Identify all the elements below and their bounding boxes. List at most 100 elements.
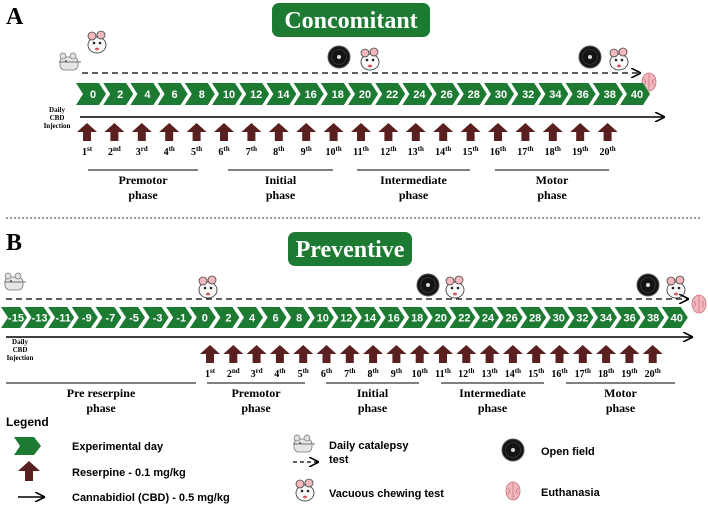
injection-label: 10th — [412, 367, 428, 380]
phase-label: Intermediate — [380, 173, 447, 187]
day-chevron — [473, 307, 499, 328]
reserpine-arrow-icon — [570, 123, 591, 141]
day-chevron — [307, 307, 334, 328]
injection-label: 14th — [505, 367, 521, 380]
injection-suffix: th — [445, 145, 451, 153]
reserpine-arrow-icon — [241, 123, 262, 141]
vacuous-chewing-icon — [666, 275, 686, 299]
day-chevron — [592, 83, 623, 105]
reserpine-arrow-icon — [549, 345, 570, 363]
injection-number: 12 — [380, 147, 390, 158]
day-chevron — [638, 307, 665, 328]
day-label: 4 — [249, 313, 256, 325]
day-label: 14 — [364, 313, 377, 325]
reserpine-arrow-icon — [200, 345, 220, 363]
panel-b-phases: Pre reserpinephasePremotorphaseInitialph… — [6, 382, 675, 415]
day-label: -7 — [106, 313, 116, 325]
injection-number: 15 — [528, 369, 538, 380]
injection-number: 13 — [481, 369, 491, 380]
injection-label: 3rd — [251, 367, 263, 380]
day-label: -5 — [129, 313, 139, 325]
phase-label: phase — [358, 401, 388, 415]
injection-label: 5th — [298, 367, 309, 380]
injection-number: 8 — [367, 369, 372, 380]
reserpine-arrow-icon — [456, 345, 477, 363]
reserpine-arrow-icon — [223, 345, 244, 363]
injection-label: 13th — [481, 367, 497, 380]
day-chevron — [565, 83, 596, 105]
day-chevron — [320, 83, 351, 105]
day-label: 16 — [304, 89, 316, 101]
injection-label: 15th — [528, 367, 544, 380]
legend-cbd: Cannabidiol (CBD) - 0.5 mg/kg — [72, 492, 230, 504]
day-label: 0 — [90, 89, 96, 101]
open-field-icon — [578, 45, 602, 69]
day-chevron — [95, 307, 122, 328]
injection-number: 5 — [298, 369, 303, 380]
injection-suffix: nd — [232, 367, 240, 375]
panel-a-reserpine-injections: 1st 2nd 3rd 4th 5th 6th 7th 8th 9th 10th 11th 12th 1… — [77, 123, 618, 158]
reserpine-arrow-icon — [526, 345, 547, 363]
day-chevron — [260, 307, 287, 328]
injection-suffix: th — [390, 145, 396, 153]
open-field-icon — [636, 273, 660, 297]
injection-number: 2 — [227, 369, 232, 380]
day-chevron — [213, 307, 240, 328]
day-chevron — [284, 307, 311, 328]
injection-number: 19 — [572, 147, 582, 158]
injection-label: 12th — [458, 367, 474, 380]
panel-a-cbd-label-2: CBD — [50, 114, 65, 122]
day-chevron — [157, 83, 188, 105]
injection-label: 7th — [344, 367, 355, 380]
reserpine-arrow-icon — [488, 123, 508, 141]
injection-number: 3 — [251, 369, 256, 380]
day-label: 38 — [647, 313, 659, 325]
day-label: 0 — [202, 313, 208, 325]
reserpine-arrow-icon — [293, 345, 314, 363]
brain-icon — [691, 294, 707, 314]
injection-label: 17th — [575, 367, 591, 380]
injection-suffix: th — [527, 145, 533, 153]
injection-number: 10 — [325, 147, 335, 158]
day-chevron — [661, 307, 688, 328]
day-chevron — [538, 83, 569, 105]
day-chevron — [293, 83, 324, 105]
legend-heading: Legend — [6, 415, 49, 429]
day-chevron — [189, 307, 216, 328]
day-chevron — [48, 307, 75, 328]
reserpine-arrow-icon — [214, 123, 234, 141]
injection-number: 14 — [435, 147, 445, 158]
injection-number: 9 — [301, 147, 306, 158]
open-field-icon — [327, 45, 351, 69]
injection-label: 6th — [218, 145, 229, 158]
injection-suffix: th — [196, 145, 202, 153]
reserpine-arrow-icon — [572, 345, 593, 363]
reserpine-arrow-icon — [77, 123, 97, 141]
panel-b-title: Preventive — [296, 237, 405, 263]
injection-label: 11th — [435, 367, 451, 380]
day-label: 34 — [549, 89, 562, 101]
injection-suffix: th — [422, 367, 428, 375]
day-chevron — [212, 83, 242, 105]
injection-label: 1st — [82, 145, 93, 158]
phase-label: Motor — [536, 173, 569, 187]
injection-suffix: rd — [256, 367, 263, 375]
day-chevron — [331, 307, 358, 328]
injection-label: 5th — [191, 145, 202, 158]
catalepsy-mouse-icon — [292, 434, 316, 453]
day-label: 10 — [317, 313, 329, 325]
injection-label: 15th — [462, 145, 478, 158]
legend-reserpine: Reserpine - 0.1 mg/kg — [72, 467, 186, 479]
day-label: 28 — [468, 89, 480, 101]
day-label: 36 — [623, 313, 635, 325]
vacuous-chewing-icon — [445, 275, 465, 299]
day-chevron — [496, 307, 523, 328]
vacuous-chewing-icon — [295, 478, 315, 502]
phase-label: phase — [86, 401, 116, 415]
phase-label: Intermediate — [459, 386, 526, 400]
injection-number: 17 — [517, 147, 527, 158]
catalepsy-mouse-icon — [3, 272, 27, 291]
day-label: 2 — [225, 313, 231, 325]
phase-label: Initial — [357, 386, 389, 400]
day-chevron — [456, 83, 487, 105]
